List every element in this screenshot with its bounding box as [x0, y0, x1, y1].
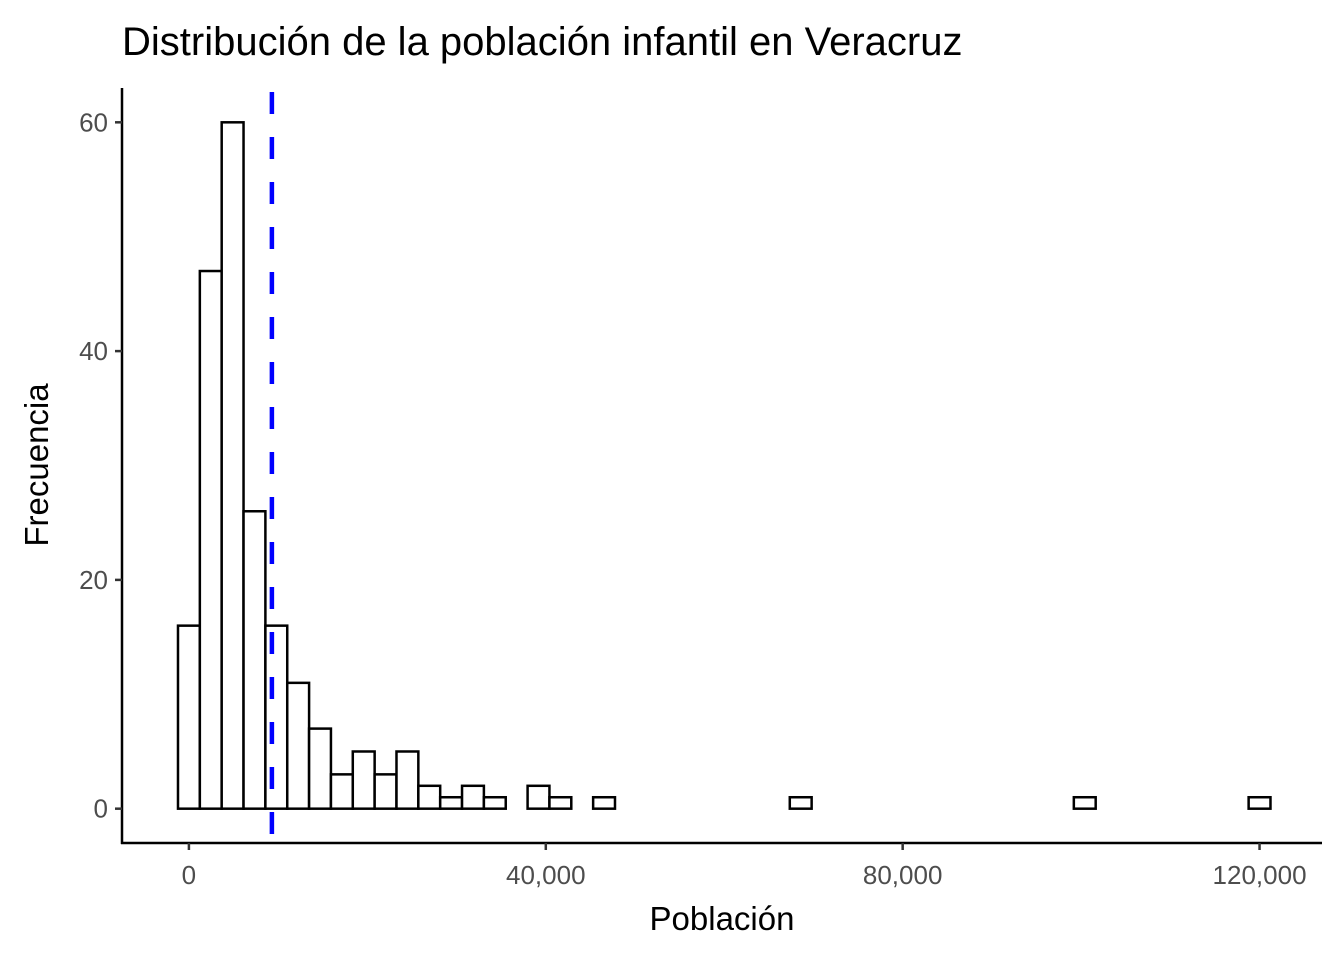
histogram-bar	[264, 624, 289, 810]
histogram-bar	[198, 269, 223, 810]
histogram-bar	[482, 795, 507, 810]
histogram-bar	[591, 795, 617, 810]
histogram-bar	[307, 727, 333, 810]
x-tick-label: 40,000	[506, 860, 586, 890]
y-tick-label: 0	[94, 794, 108, 824]
histogram-bar	[1247, 795, 1272, 810]
histogram-bar	[220, 121, 245, 810]
histogram-bar	[438, 795, 464, 810]
histogram-bar	[417, 784, 442, 810]
histogram-bar	[1072, 795, 1097, 810]
histogram-bar	[548, 795, 573, 810]
histogram-bar	[788, 795, 813, 810]
histogram-bar	[526, 784, 551, 810]
histogram-bar	[460, 784, 486, 810]
y-tick-label: 40	[79, 336, 108, 366]
histogram-bar	[285, 681, 311, 810]
x-tick-label: 0	[182, 860, 196, 890]
histogram-bar	[242, 510, 267, 810]
x-axis-label: Población	[650, 900, 795, 937]
histogram-bar	[351, 750, 376, 810]
histogram-bar	[395, 750, 420, 810]
y-axis-label: Frecuencia	[18, 383, 55, 547]
histogram-bar	[373, 773, 398, 810]
x-tick-label: 80,000	[863, 860, 943, 890]
chart-title: Distribución de la población infantil en…	[122, 20, 963, 64]
histogram-bar	[329, 773, 355, 810]
y-tick-label: 20	[79, 565, 108, 595]
histogram-bar	[176, 624, 202, 810]
x-tick-label: 120,000	[1213, 860, 1307, 890]
y-tick-label: 60	[79, 107, 108, 137]
